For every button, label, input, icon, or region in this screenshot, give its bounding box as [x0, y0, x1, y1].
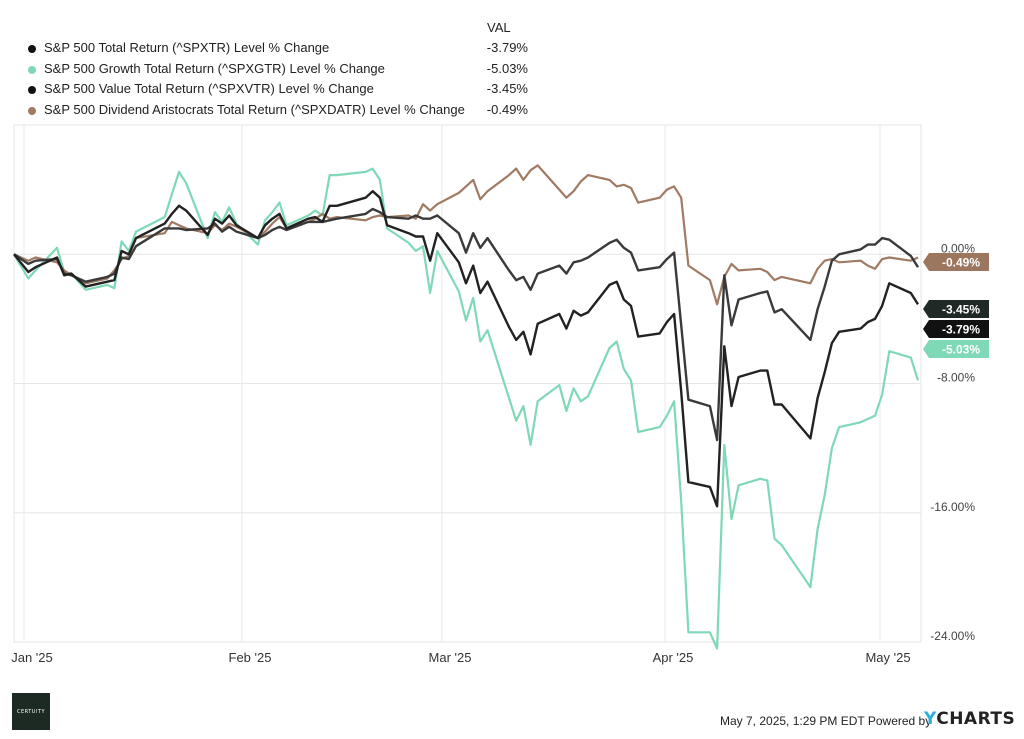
- footer-timestamp: May 7, 2025, 1:29 PM EDT Powered by: [720, 714, 932, 728]
- legend-series-value: -5.03%: [486, 61, 528, 76]
- y-tick-label: 0.00%: [941, 241, 975, 255]
- x-tick-label: Apr '25: [653, 650, 694, 665]
- line-chart: 0.00% -8.00% -16.00% -24.00% Jan '25 Feb '25 M…: [11, 124, 989, 665]
- legend-item[interactable]: S&P 500 Total Return (^SPXTR) Level % Ch…: [28, 40, 528, 58]
- end-value-label: -3.45%: [942, 303, 980, 317]
- end-value-tag-shape: [923, 340, 989, 358]
- legend-marker-icon: [28, 86, 36, 94]
- chart-legend: VAL S&P 500 Total Return (^SPXTR) Level …: [0, 0, 1024, 125]
- y-tick-label: -24.00%: [930, 629, 975, 643]
- legend-series-name: S&P 500 Total Return (^SPXTR) Level % Ch…: [44, 40, 330, 55]
- end-value-label: -3.79%: [942, 323, 980, 337]
- end-value-tag-shape: [923, 300, 989, 318]
- legend-item[interactable]: S&P 500 Growth Total Return (^SPXGTR) Le…: [28, 61, 528, 79]
- series-line: [13, 189, 920, 508]
- end-value-tag: -3.45%: [923, 300, 989, 318]
- certuity-logo: CERTUITY: [12, 693, 50, 730]
- series-line: [13, 167, 920, 650]
- end-value-tag-shape: [923, 253, 989, 271]
- end-value-label: -5.03%: [942, 343, 980, 357]
- legend-series-value: -3.79%: [486, 40, 528, 55]
- y-tick-label: -8.00%: [937, 371, 975, 385]
- ycharts-logo: YCHARTS: [924, 709, 1016, 729]
- legend-series-name: S&P 500 Value Total Return (^SPXVTR) Lev…: [44, 81, 374, 96]
- end-value-label: -0.49%: [942, 256, 980, 270]
- end-value-tag: -0.49%: [923, 253, 989, 271]
- legend-series-value: -3.45%: [486, 81, 528, 96]
- legend-marker-icon: [28, 66, 36, 74]
- legend-series-name: S&P 500 Growth Total Return (^SPXGTR) Le…: [44, 61, 385, 76]
- legend-marker-icon: [28, 45, 36, 53]
- y-tick-label: -16.00%: [930, 500, 975, 514]
- end-value-tag: -3.79%: [923, 320, 989, 338]
- end-value-tag: -5.03%: [923, 340, 989, 358]
- x-tick-label: Feb '25: [229, 650, 272, 665]
- x-tick-label: Mar '25: [429, 650, 472, 665]
- legend-series-name: S&P 500 Dividend Aristocrats Total Retur…: [44, 102, 465, 117]
- legend-marker-icon: [28, 107, 36, 115]
- series-line: [13, 164, 919, 306]
- legend-item[interactable]: S&P 500 Value Total Return (^SPXVTR) Lev…: [28, 81, 528, 99]
- x-tick-label: Jan '25: [11, 650, 53, 665]
- legend-val-header: VAL: [487, 20, 511, 35]
- series-line: [13, 207, 920, 442]
- legend-series-value: -0.49%: [486, 102, 528, 117]
- end-value-tag-shape: [923, 320, 989, 338]
- x-tick-label: May '25: [865, 650, 910, 665]
- legend-item[interactable]: S&P 500 Dividend Aristocrats Total Retur…: [28, 102, 528, 120]
